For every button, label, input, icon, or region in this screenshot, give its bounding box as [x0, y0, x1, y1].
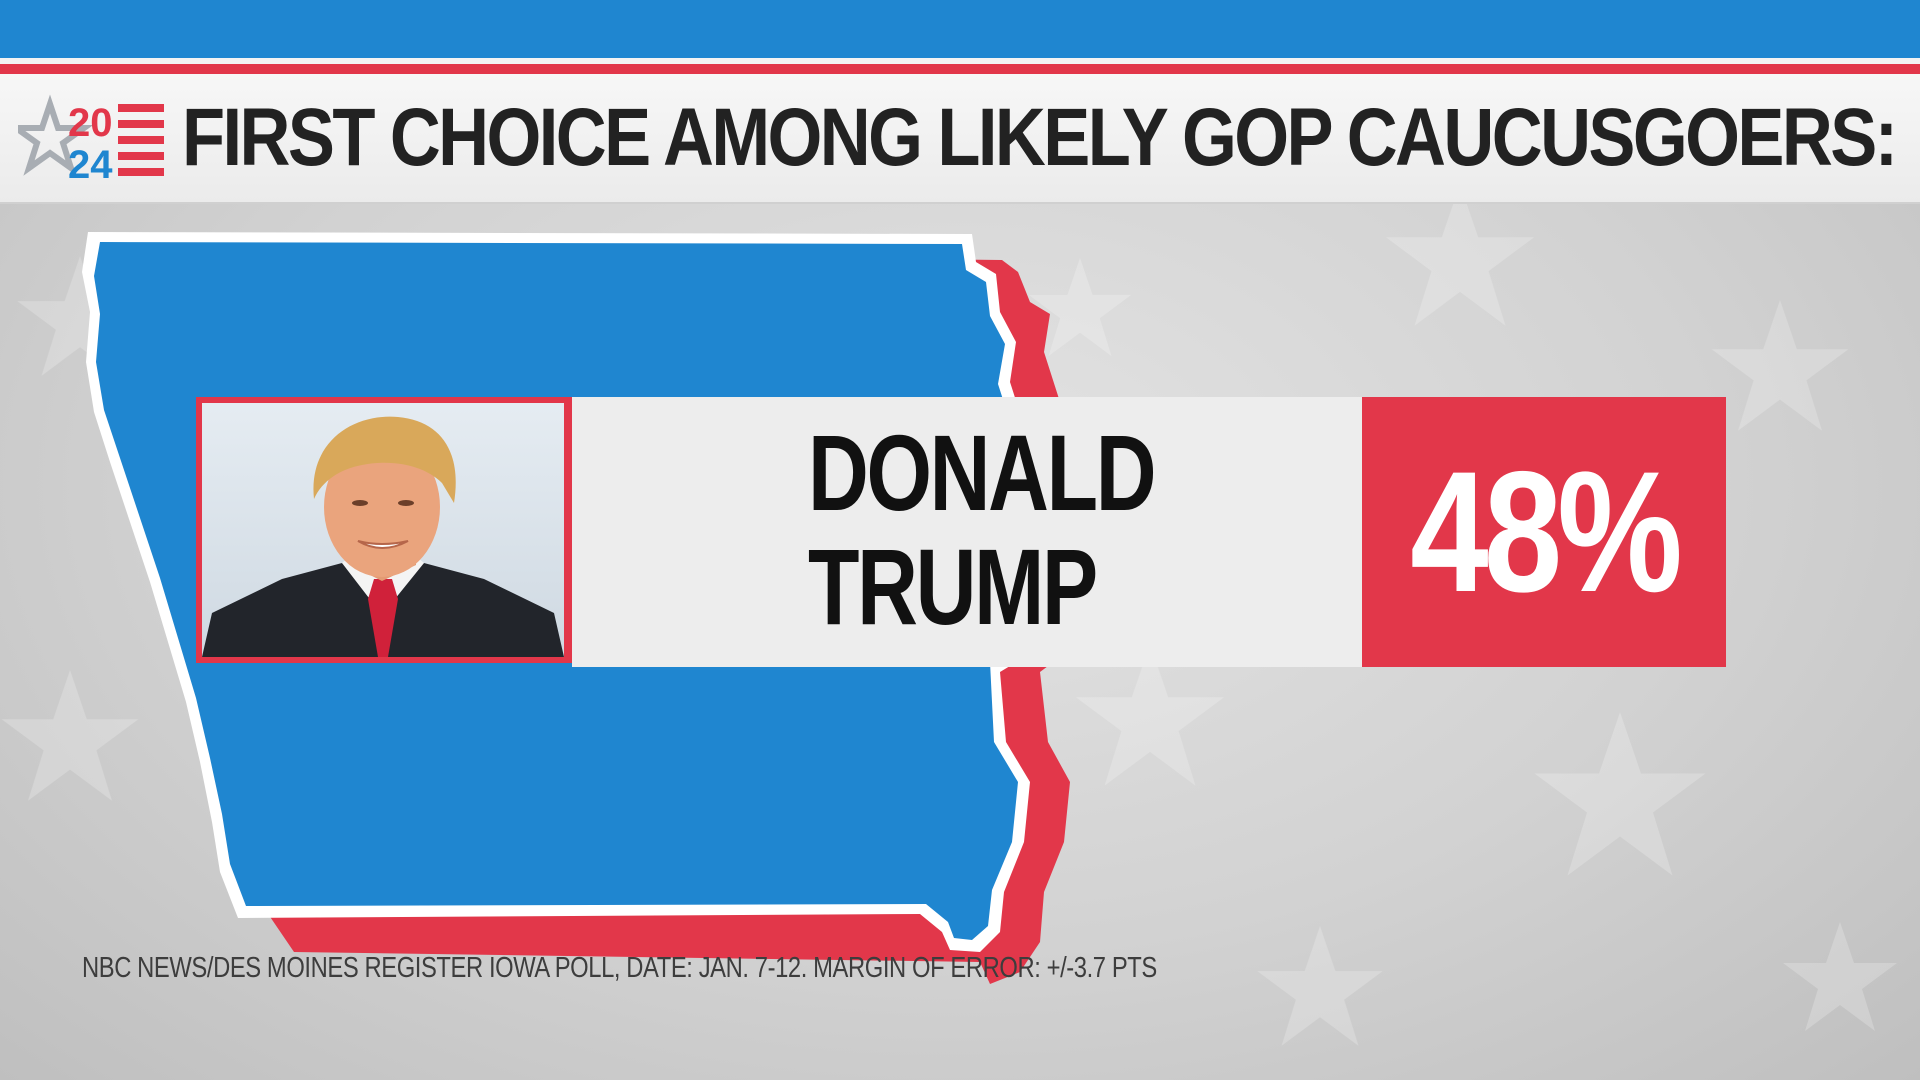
logo-year-top: 20 — [68, 101, 113, 145]
candidate-last-name: TRUMP — [808, 526, 1098, 647]
title-bar: 20 24 FIRST CHOICE AMONG LIKELY GOP CAUC… — [0, 74, 1920, 204]
top-red-stripe — [0, 64, 1920, 74]
candidate-percent: 48% — [1410, 436, 1682, 628]
top-blue-band — [0, 0, 1920, 58]
candidate-photo — [202, 403, 564, 657]
candidate-first-name: DONALD — [808, 412, 1157, 533]
top-white-stripe — [0, 58, 1920, 64]
page-title: FIRST CHOICE AMONG LIKELY GOP CAUCUSGOER… — [182, 92, 1898, 183]
candidate-portrait-icon — [202, 416, 564, 657]
logo-year-bottom: 24 — [68, 143, 113, 186]
candidate-photo-frame — [196, 397, 572, 663]
candidate-result-card: DONALD TRUMP 48% — [196, 397, 1726, 667]
poll-source-note: NBC NEWS/DES MOINES REGISTER IOWA POLL, … — [82, 952, 1157, 984]
candidate-percent-panel: 48% — [1362, 397, 1726, 667]
star-flag-icon: 20 24 — [18, 94, 164, 186]
candidate-name-panel: DONALD TRUMP — [572, 397, 1362, 667]
